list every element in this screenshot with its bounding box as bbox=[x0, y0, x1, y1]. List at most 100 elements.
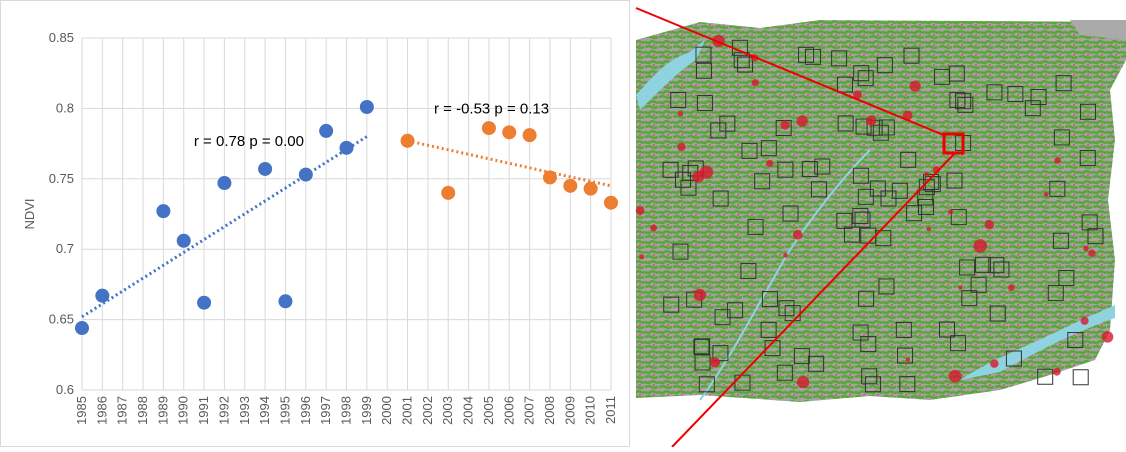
sample-cell bbox=[950, 209, 967, 226]
urban-patch bbox=[924, 172, 930, 177]
sample-cell bbox=[778, 300, 795, 317]
point bbox=[339, 140, 354, 155]
urban-patch bbox=[783, 253, 788, 258]
sample-cell bbox=[917, 189, 934, 206]
y-tick-label: 0.6 bbox=[56, 382, 74, 397]
sample-cell bbox=[814, 158, 831, 175]
y-tick-label: 0.85 bbox=[49, 30, 74, 45]
sample-cell bbox=[764, 340, 781, 357]
urban-patch bbox=[853, 90, 862, 100]
sample-cell bbox=[693, 339, 710, 356]
sample-cell bbox=[906, 205, 923, 222]
sample-cell bbox=[1037, 368, 1054, 385]
sample-cell bbox=[1053, 129, 1070, 146]
x-tick-label: 2004 bbox=[461, 396, 476, 425]
point bbox=[583, 181, 598, 196]
x-tick-label: 2005 bbox=[481, 396, 496, 425]
sample-cell bbox=[1024, 100, 1041, 117]
urban-patch bbox=[677, 142, 686, 152]
sample-cell bbox=[895, 321, 912, 338]
urban-patch bbox=[1101, 331, 1114, 343]
sample-cell bbox=[760, 321, 777, 338]
sample-cell bbox=[955, 93, 972, 110]
point bbox=[481, 121, 496, 136]
sample-cell bbox=[900, 151, 917, 168]
sample-cell bbox=[727, 302, 744, 319]
sample-cell bbox=[897, 347, 914, 364]
sample-cell bbox=[853, 65, 870, 82]
sample-cell bbox=[782, 205, 799, 222]
urban-patch bbox=[796, 376, 810, 389]
point bbox=[502, 125, 517, 140]
point bbox=[217, 176, 232, 191]
sample-cell bbox=[663, 296, 680, 313]
sample-cell bbox=[959, 259, 976, 276]
highlight-cell bbox=[942, 132, 965, 155]
x-tick-label: 1987 bbox=[115, 396, 130, 425]
river bbox=[960, 305, 1115, 380]
sample-cell bbox=[714, 309, 731, 326]
sample-cell bbox=[858, 290, 875, 307]
sample-cell bbox=[974, 256, 991, 273]
sample-cell bbox=[775, 119, 792, 136]
sample-cell bbox=[1067, 332, 1084, 349]
sample-cell bbox=[869, 180, 886, 197]
point bbox=[156, 204, 171, 219]
sample-cell bbox=[986, 84, 1003, 101]
urban-patch bbox=[751, 79, 759, 87]
point bbox=[75, 321, 89, 336]
x-tick-label: 1997 bbox=[318, 396, 333, 425]
sample-cell bbox=[860, 336, 877, 353]
stream bbox=[699, 149, 871, 401]
sample-cell bbox=[876, 57, 893, 74]
x-tick-label: 2003 bbox=[440, 396, 455, 425]
sample-cell bbox=[810, 181, 827, 198]
urban-patch bbox=[948, 209, 954, 215]
sample-cell bbox=[696, 94, 713, 111]
x-tick-label: 2002 bbox=[420, 396, 435, 425]
x-tick-label: 1998 bbox=[339, 396, 354, 425]
urban-patch bbox=[639, 254, 645, 260]
sample-cell bbox=[917, 198, 934, 215]
sample-cell bbox=[857, 188, 874, 205]
sample-cell bbox=[923, 173, 940, 190]
sample-cell bbox=[719, 115, 736, 132]
trendline bbox=[81, 135, 368, 319]
sample-cell bbox=[938, 321, 955, 338]
annotation: r = 0.78 p = 0.00 bbox=[194, 133, 304, 150]
callout-line bbox=[635, 7, 947, 137]
sample-cell bbox=[777, 161, 794, 178]
x-tick-label: 2007 bbox=[522, 396, 537, 425]
urban-patch bbox=[973, 239, 988, 253]
point bbox=[197, 295, 212, 310]
urban-patch bbox=[635, 206, 645, 215]
sample-cell bbox=[989, 305, 1006, 322]
sample-cell bbox=[698, 376, 715, 393]
sample-cell bbox=[1058, 269, 1075, 286]
point bbox=[278, 294, 293, 309]
sample-cell bbox=[1005, 350, 1022, 367]
urban-patch bbox=[902, 110, 913, 121]
x-tick-label: 1995 bbox=[277, 396, 292, 425]
sample-cell bbox=[950, 335, 967, 352]
sample-cell bbox=[961, 290, 978, 307]
x-tick-label: 1988 bbox=[135, 396, 150, 425]
urban-patch bbox=[650, 224, 658, 232]
sample-cell bbox=[1080, 103, 1097, 120]
map bbox=[635, 7, 1126, 448]
urban-patch bbox=[693, 288, 707, 302]
urban-patch bbox=[699, 165, 714, 179]
point bbox=[604, 195, 618, 210]
point bbox=[176, 233, 191, 248]
sample-cell bbox=[1055, 75, 1072, 92]
x-tick-label: 2009 bbox=[562, 396, 577, 425]
x-tick-label: 1986 bbox=[94, 396, 109, 425]
urban-patch bbox=[796, 115, 808, 127]
sample-cell bbox=[831, 50, 848, 67]
sample-cell bbox=[804, 48, 821, 65]
sample-cell bbox=[662, 161, 679, 178]
sample-cell bbox=[737, 56, 754, 73]
annotation: r = -0.53 p = 0.13 bbox=[434, 100, 549, 117]
sample-cell bbox=[1047, 284, 1064, 301]
sample-cell bbox=[747, 218, 764, 235]
